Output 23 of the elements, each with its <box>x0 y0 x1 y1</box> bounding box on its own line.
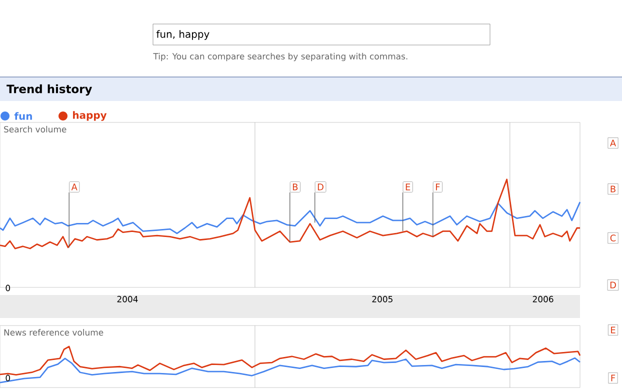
x-tick-label: 2004 <box>117 296 138 302</box>
annotation: D <box>318 184 324 190</box>
legend-label: happy <box>73 111 107 121</box>
text: F <box>611 374 616 382</box>
text: fun, happy <box>156 30 210 40</box>
text: C <box>610 234 616 242</box>
x-tick-label: 2005 <box>372 296 392 302</box>
text: E <box>611 326 616 334</box>
annotation: 0 <box>6 284 10 292</box>
annotation: A <box>71 184 78 190</box>
text: B <box>610 186 616 192</box>
y-axis-title: Search volume <box>4 126 66 132</box>
text: Tip: You can compare searches by separating with commas. <box>153 52 408 62</box>
annotation: 0 <box>6 374 10 382</box>
legend-label: fun <box>14 112 32 120</box>
annotation: B <box>292 184 298 190</box>
text: A <box>610 140 616 146</box>
annotation: F <box>436 184 440 190</box>
y-axis-title: News reference volume <box>4 329 104 336</box>
x-tick-label: 2006 <box>532 296 554 302</box>
text: D <box>610 282 616 288</box>
annotation: E <box>406 184 410 190</box>
chart-title: Trend history <box>6 84 92 96</box>
